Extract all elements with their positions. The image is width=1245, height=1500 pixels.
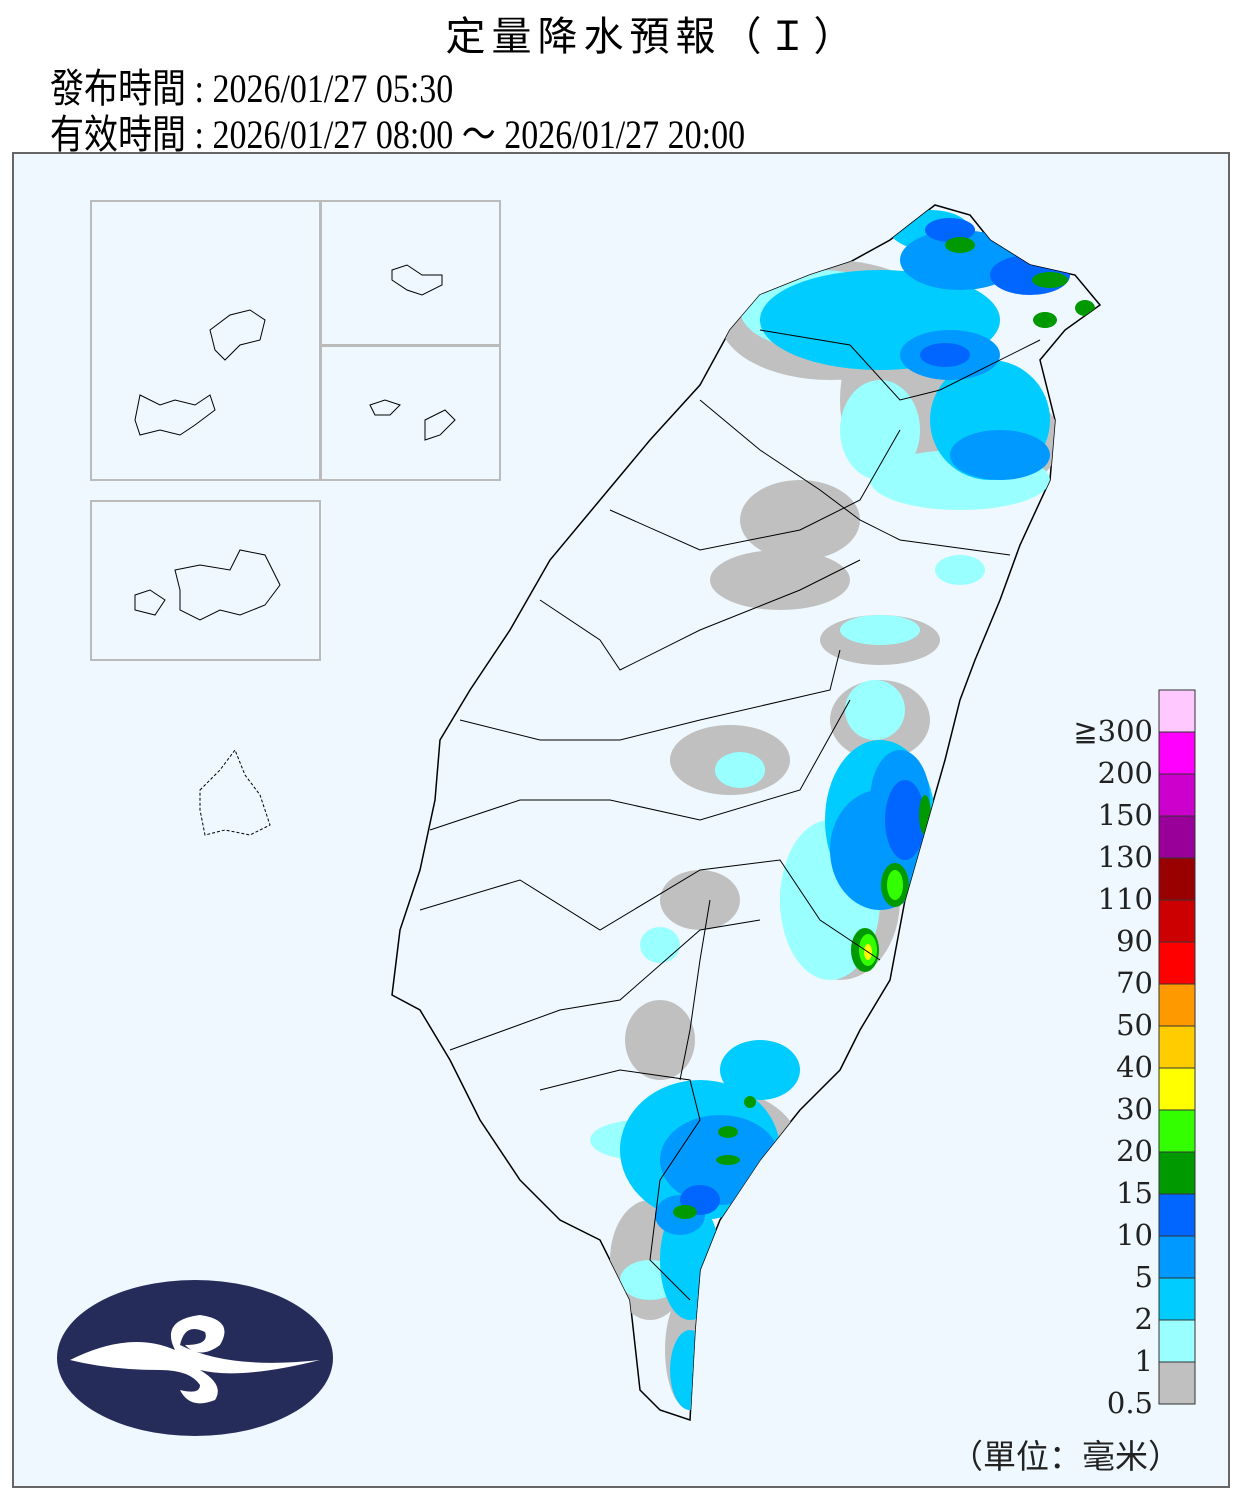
rainfall-area	[718, 1126, 738, 1138]
legend-swatch	[1158, 689, 1196, 733]
legend-label: 15	[1116, 1176, 1153, 1210]
rainfall-area	[920, 343, 970, 367]
rainfall-area	[925, 218, 975, 242]
legend-label: 40	[1116, 1050, 1153, 1084]
rainfall-area	[710, 550, 850, 610]
rainfall-area	[935, 555, 985, 585]
legend-label: 90	[1116, 924, 1153, 958]
rainfall-area	[716, 1155, 740, 1165]
penghu-outline	[199, 748, 271, 836]
legend-label: 2	[1134, 1302, 1153, 1336]
county-border	[699, 399, 1011, 556]
island-outline	[134, 549, 281, 621]
legend-colorbar	[1158, 689, 1196, 1405]
rainfall-area	[887, 870, 903, 900]
rainfall-area	[950, 430, 1050, 480]
issue-time: 發布時間 : 2026/01/27 05:30	[50, 66, 454, 111]
rainfall-area	[845, 680, 905, 740]
legend-label: 1	[1134, 1344, 1153, 1378]
valid-time: 有效時間 : 2026/01/27 08:00 ～ 2026/01/27 20:…	[50, 112, 746, 157]
rainfall-area	[625, 1000, 695, 1080]
county-border	[419, 859, 881, 961]
inset-kinmen	[320, 200, 501, 346]
rainfall-area	[740, 480, 860, 560]
rainfall-area	[915, 1353, 945, 1377]
legend-label: 150	[1097, 798, 1153, 832]
county-border	[679, 899, 711, 1081]
legend-swatch	[1158, 1025, 1196, 1069]
legend-label: 0.5	[1106, 1386, 1153, 1420]
county-border	[429, 699, 851, 831]
county-border	[609, 429, 901, 551]
rainfall-area	[670, 1330, 710, 1410]
rainfall-area	[720, 1040, 800, 1100]
rainfall-area	[673, 1205, 697, 1219]
legend-swatch	[1158, 899, 1196, 943]
rainfall-area	[945, 237, 975, 253]
legend-swatch	[1158, 1109, 1196, 1153]
inset-matsu	[90, 200, 321, 481]
rainfall-area	[840, 380, 920, 480]
county-boundaries	[419, 329, 1041, 1301]
legend-label: 30	[1116, 1092, 1153, 1126]
island-outline	[209, 309, 266, 361]
legend-label: 20	[1116, 1134, 1153, 1168]
rainfall-area	[660, 870, 740, 930]
rainfall-area	[715, 752, 765, 788]
rainfall-area	[1032, 272, 1068, 288]
inset-boxes	[90, 200, 501, 836]
county-border	[459, 649, 841, 741]
legend-swatch	[1158, 1277, 1196, 1321]
legend-unit: （單位：毫米）	[950, 1437, 1181, 1476]
legend-swatch	[1158, 815, 1196, 859]
legend-label: 5	[1134, 1260, 1153, 1294]
legend-swatch	[1158, 1193, 1196, 1237]
rainfall-area	[744, 1096, 756, 1108]
legend-label: 110	[1097, 882, 1153, 916]
cwa-logo	[57, 1280, 333, 1436]
inset-dongsha	[90, 500, 321, 661]
island-outline	[134, 394, 216, 436]
legend-swatch	[1158, 857, 1196, 901]
rainfall-area	[919, 795, 931, 835]
legend-swatch	[1158, 1151, 1196, 1195]
legend-label: 50	[1116, 1008, 1153, 1042]
legend-swatch	[1158, 1361, 1196, 1405]
legend-swatch	[1158, 941, 1196, 985]
legend-swatch	[1158, 1319, 1196, 1363]
legend-label: 10	[1116, 1218, 1153, 1252]
map-title: 定量降水預報（Ｉ）	[445, 14, 860, 60]
county-border	[539, 559, 861, 671]
county-border	[449, 919, 761, 1051]
rainfall-area	[840, 615, 920, 645]
inset-wuqiu	[320, 345, 501, 481]
county-border	[539, 1069, 701, 1301]
legend-label: 70	[1116, 966, 1153, 1000]
county-border	[759, 329, 1041, 401]
rainfall-areas	[590, 210, 1095, 1410]
rainfall-area	[1075, 300, 1095, 316]
legend-swatch	[1158, 773, 1196, 817]
rainfall-area	[885, 780, 925, 860]
legend-swatch	[1158, 1235, 1196, 1279]
rainfall-area	[1033, 312, 1057, 328]
island-outline	[369, 399, 456, 441]
legend-swatch	[1158, 983, 1196, 1027]
legend-swatch	[1158, 731, 1196, 775]
island-outline	[391, 264, 443, 296]
legend-label: ≧300	[1073, 714, 1153, 748]
rainfall-area	[640, 927, 680, 963]
legend-label: 130	[1097, 840, 1153, 874]
legend-label: 200	[1097, 756, 1153, 790]
legend-swatch	[1158, 1067, 1196, 1111]
